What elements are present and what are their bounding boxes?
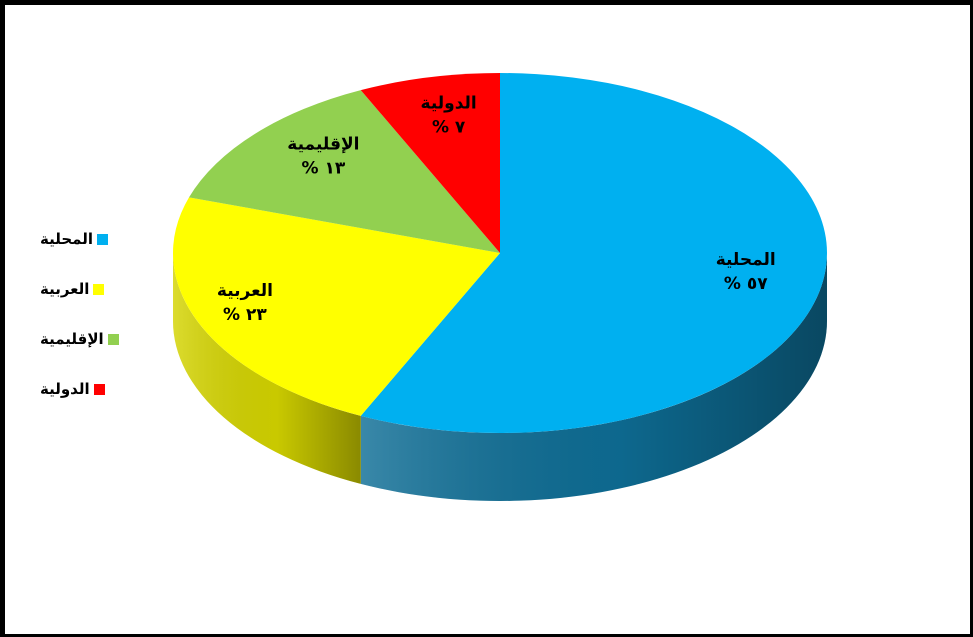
legend-swatch — [96, 233, 108, 245]
slice-value-label-local: % ٥٧ — [724, 274, 768, 294]
legend-swatch — [93, 383, 105, 395]
pie-slice-arab — [172, 197, 501, 416]
pie-slice-international — [360, 73, 500, 253]
slice-value-label-international: % ٧ — [432, 118, 466, 138]
legend-item-international: الدولية — [40, 378, 170, 400]
legend-label: الإقليمية — [40, 330, 104, 348]
legend-label: الدولية — [40, 380, 90, 398]
pie-slice-regional — [189, 90, 500, 253]
pie-side-shade-local — [360, 253, 827, 502]
legend: المحلية العربية الإقليمية الدولية — [40, 228, 170, 428]
legend-label: المحلية — [40, 230, 93, 248]
slice-value-label-regional: % ١٣ — [302, 158, 346, 178]
pie-side-shade-arab — [173, 253, 361, 484]
legend-swatch — [107, 333, 119, 345]
slice-category-label-arab: العربية — [217, 281, 273, 301]
pie-slice-local — [360, 73, 827, 433]
legend-label: العربية — [40, 280, 90, 298]
legend-item-arab: العربية — [40, 278, 170, 300]
legend-item-local: المحلية — [40, 228, 170, 250]
pie-tops — [172, 73, 827, 433]
pie-labels: المحلية % ٥٧ العربية % ٢٣ الإقليمية % ١٣ الدول… — [217, 94, 776, 325]
pie-sides — [173, 253, 827, 502]
slice-category-label-local: المحلية — [716, 250, 776, 270]
legend-swatch — [93, 283, 105, 295]
slice-category-label-international: الدولية — [421, 94, 477, 114]
slice-value-label-arab: % ٢٣ — [223, 305, 267, 325]
slice-category-label-regional: الإقليمية — [287, 134, 359, 154]
legend-item-regional: الإقليمية — [40, 328, 170, 350]
